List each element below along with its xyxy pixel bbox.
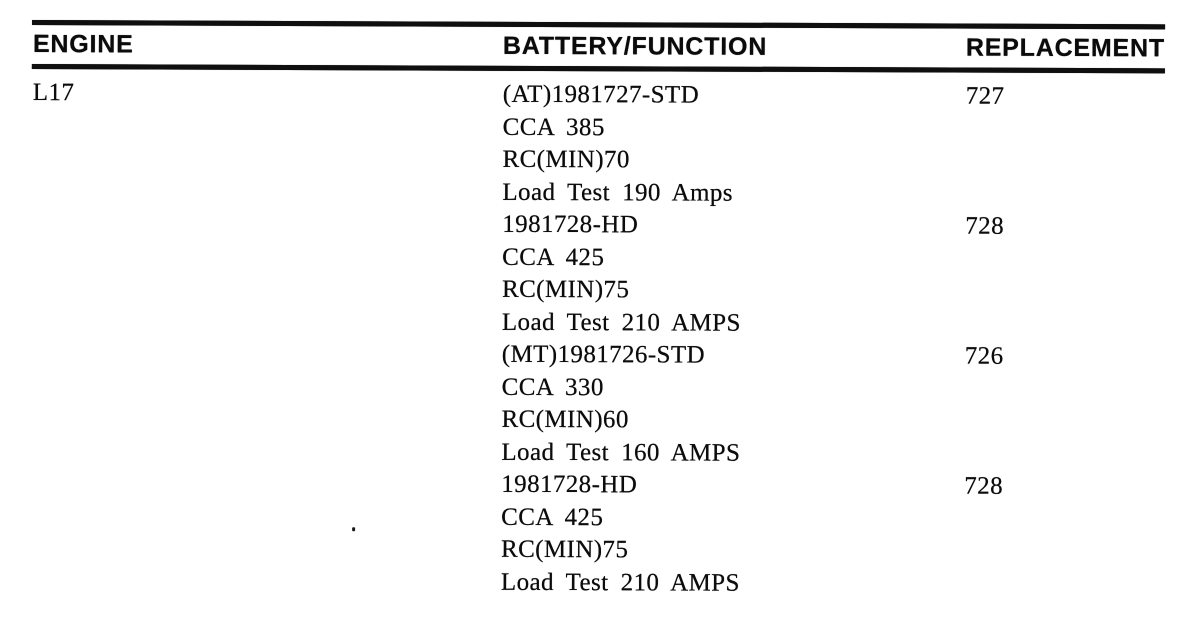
replacement-cell: 726	[964, 342, 1004, 370]
scan-speck	[352, 527, 356, 532]
replacement-cell: 728	[964, 472, 1004, 500]
battery-line: CCA 330	[501, 373, 604, 401]
column-header-replacement: REPLACEMENT	[965, 33, 1166, 63]
battery-line: RC(MIN)60	[501, 405, 629, 434]
table-header-row: ENGINE BATTERY/FUNCTION REPLACEMENT	[32, 25, 1165, 68]
battery-line: RC(MIN)75	[500, 535, 629, 564]
battery-line: CCA 385	[502, 113, 605, 141]
battery-line: Load Test 190 Amps	[502, 178, 733, 207]
column-header-engine: ENGINE	[32, 30, 134, 59]
battery-line: Load Test 210 AMPS	[501, 308, 741, 337]
battery-block: (AT)1981727-STD CCA 385 RC(MIN)70 Load T…	[502, 79, 965, 211]
column-header-battery-function: BATTERY/FUNCTION	[502, 31, 768, 61]
replacement-cell: 728	[965, 212, 1005, 240]
battery-line: Load Test 210 AMPS	[500, 568, 740, 597]
battery-line: Load Test 160 AMPS	[501, 438, 741, 467]
battery-line: (MT)1981726-STD	[501, 340, 706, 369]
battery-line: 1981728-HD	[502, 210, 639, 239]
battery-line: (AT)1981727-STD	[502, 80, 700, 109]
document-page: ENGINE BATTERY/FUNCTION REPLACEMENT L17 …	[0, 20, 1200, 638]
battery-block: (MT)1981726-STD CCA 330 RC(MIN)60 Load T…	[501, 339, 964, 471]
battery-line: CCA 425	[502, 243, 605, 271]
replacement-cell: 727	[965, 82, 1005, 110]
battery-block: 1981728-HD CCA 425 RC(MIN)75 Load Test 2…	[501, 469, 964, 601]
battery-line: RC(MIN)75	[501, 275, 630, 304]
battery-block: 1981728-HD CCA 425 RC(MIN)75 Load Test 2…	[502, 209, 965, 341]
battery-line: RC(MIN)70	[502, 145, 630, 174]
table-body: L17 (AT)1981727-STD CCA 385 RC(MIN)70 Lo…	[30, 77, 1165, 601]
battery-line: 1981728-HD	[501, 470, 638, 499]
battery-line: CCA 425	[501, 503, 604, 531]
engine-cell: L17	[32, 79, 75, 107]
